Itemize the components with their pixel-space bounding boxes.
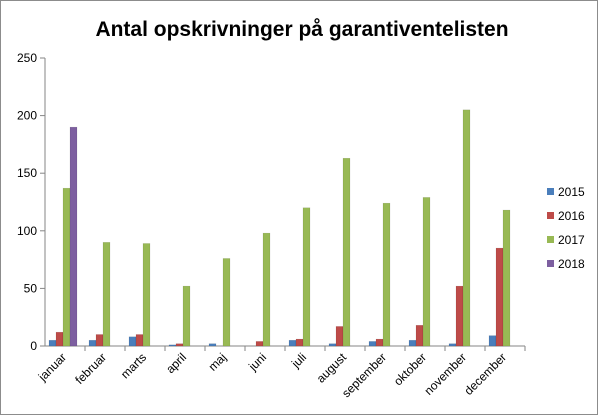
bar-2016-juli <box>295 338 304 347</box>
bar-2015-april <box>168 344 177 347</box>
x-tick-label: marts <box>118 350 149 381</box>
bar-2015-oktober <box>408 339 417 347</box>
bar-2015-januar <box>48 339 57 347</box>
plot-area: 0 50 100 150 200 250 januar februar marts april ma… <box>17 51 526 400</box>
legend: 2015 2016 2017 2018 <box>547 185 585 271</box>
x-tick-label: juli <box>288 350 309 371</box>
y-tick-label: 50 <box>24 281 38 295</box>
bar-2015-december <box>488 335 497 347</box>
bar-2015-november <box>448 343 457 347</box>
bar-2017-februar <box>102 242 111 347</box>
y-tick-label: 250 <box>17 51 37 65</box>
bar-2016-januar <box>55 331 64 347</box>
bar-2017-november <box>462 109 471 347</box>
y-tick-label: 0 <box>30 339 37 353</box>
bar-2017-juni <box>262 232 271 347</box>
bar-2017-august <box>342 157 351 347</box>
bar-2017-december <box>502 209 511 347</box>
bar-2016-oktober <box>415 325 424 347</box>
bar-2016-august <box>335 326 344 347</box>
bar-2016-april <box>175 343 184 347</box>
x-tick-label: august <box>314 350 350 386</box>
legend-swatch-2015 <box>547 188 554 195</box>
chart-title: Antal opskrivninger på garantiventeliste… <box>95 18 508 41</box>
bar-2016-december <box>495 247 504 347</box>
bar-2015-juli <box>288 339 297 347</box>
legend-swatch-2017 <box>547 236 554 243</box>
legend-label-2018: 2018 <box>558 257 585 271</box>
bar-2017-juli <box>302 207 311 347</box>
bar-2015-august <box>328 343 337 347</box>
bar-2018-januar <box>69 126 78 347</box>
x-tick-label: december <box>461 350 509 398</box>
legend-label-2015: 2015 <box>558 185 585 199</box>
x-tick-label: juni <box>245 350 269 374</box>
bar-2017-september <box>382 202 391 347</box>
bar-2017-april <box>182 285 191 347</box>
bar-2017-marts <box>142 243 151 347</box>
bar-2015-maj <box>208 343 217 347</box>
bar-2016-marts <box>135 334 144 347</box>
x-tick-label: maj <box>206 350 230 374</box>
bar-2017-oktober <box>422 197 431 347</box>
x-tick-label: januar <box>35 350 69 384</box>
bar-2016-november <box>455 285 464 347</box>
x-tick-label: november <box>421 350 469 398</box>
legend-label-2016: 2016 <box>558 209 585 223</box>
bar-2016-februar <box>95 334 104 347</box>
bar-2016-september <box>375 338 384 347</box>
y-tick-label: 200 <box>17 109 37 123</box>
legend-swatch-2016 <box>547 212 554 219</box>
y-tick-label: 100 <box>17 224 37 238</box>
bar-2015-september <box>368 341 377 347</box>
y-tick-label: 150 <box>17 166 37 180</box>
bar-2015-marts <box>128 336 137 347</box>
legend-label-2017: 2017 <box>558 233 585 247</box>
bar-2017-januar <box>62 187 71 347</box>
legend-swatch-2018 <box>547 260 554 267</box>
x-tick-label: oktober <box>391 350 429 388</box>
bar-2015-februar <box>88 339 97 347</box>
bar-2016-juni <box>255 341 264 347</box>
bar-2017-maj <box>222 258 231 347</box>
x-tick-label: februar <box>72 350 109 387</box>
x-tick-label: april <box>163 350 189 376</box>
